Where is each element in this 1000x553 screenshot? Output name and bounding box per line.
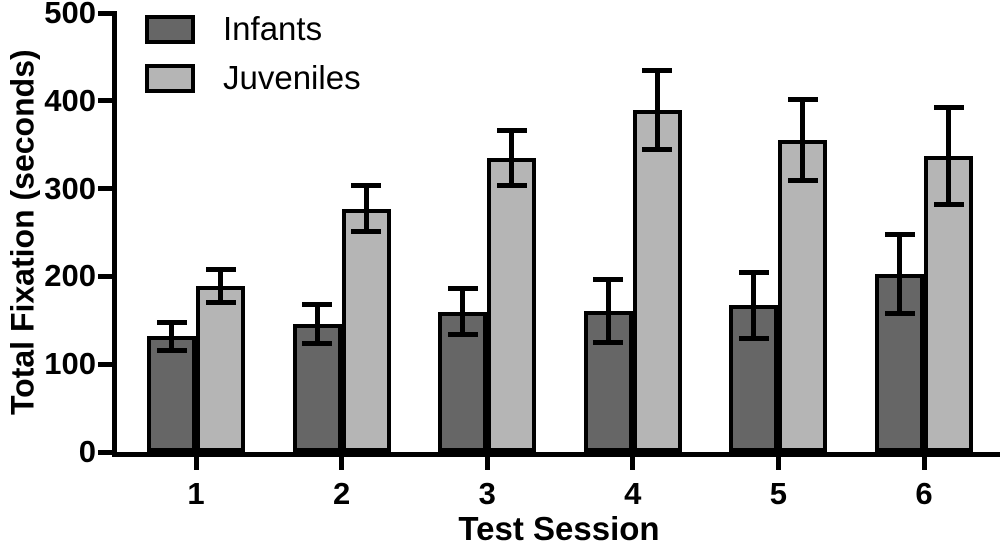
error-bar-cap-top [884,231,915,237]
y-axis-tick [98,98,112,104]
error-bar-cap-bottom [642,146,673,152]
y-tick-label: 500 [44,0,96,30]
y-tick-label: 300 [44,170,96,206]
error-bar-line [314,302,320,346]
error-bar-cap-top [642,67,673,73]
x-tick-label-session-1: 1 [187,476,205,511]
error-bar-cap-bottom [593,339,624,345]
error-bar-cap-bottom [787,178,818,184]
error-bar-cap-bottom [205,300,236,306]
bar-juveniles-session-1 [196,286,245,452]
x-axis-tick [484,457,490,470]
error-bar-cap-top [496,128,527,134]
y-axis-tick [98,449,112,455]
x-axis-tick [775,457,781,470]
error-bar-line [800,97,806,184]
error-bar-line [605,276,611,345]
error-bar [156,319,187,353]
error-bar-line [460,286,466,337]
legend-label: Juveniles [223,59,361,96]
x-axis-line [112,452,1000,457]
error-bar-cap-bottom [933,201,964,207]
bar-juveniles-session-4 [632,109,682,452]
y-tick-label: 200 [44,258,96,294]
error-bar-cap-top [933,105,964,111]
error-bar-cap-bottom [447,331,478,337]
error-bar-cap-top [302,302,333,308]
x-tick-label-session-2: 2 [332,476,351,511]
error-bar [933,105,964,207]
error-bar [351,183,382,235]
x-tick-label-session-4: 4 [624,476,642,511]
error-bar-line [751,269,757,342]
error-bar-cap-bottom [884,310,915,316]
x-tick-label-session-6: 6 [915,476,933,511]
bar-infants-session-1 [147,336,196,452]
error-bar-line [218,266,223,306]
legend-swatch-juveniles [145,63,195,93]
y-axis-tick [98,186,112,192]
y-tick-label: 400 [44,82,96,118]
error-bar-line [897,231,902,316]
bar-juveniles-session-5 [778,140,828,452]
bar-juveniles-session-3 [487,157,537,452]
error-bar-cap-bottom [496,182,527,188]
legend-item-infants: Infants [145,12,361,46]
bar-juveniles-session-2 [341,208,391,452]
error-bar-line [169,319,174,353]
y-axis-tick [98,10,112,16]
x-axis-tick [630,457,636,470]
y-axis-tick [98,361,112,367]
error-bar-cap-top [447,286,478,292]
error-bar-cap-bottom [738,336,769,342]
error-bar-cap-top [156,319,187,325]
legend-swatch-infants [145,14,195,44]
error-bar [496,128,527,188]
error-bar-line [946,105,951,207]
error-bar-line [509,128,515,188]
y-tick-label: 100 [44,346,96,382]
error-bar-cap-bottom [156,347,187,353]
error-bar-cap-top [787,97,818,103]
legend: Infants Juveniles [145,12,361,95]
error-bar-cap-top [351,183,382,189]
error-bar-line [654,67,660,152]
error-bar [884,231,915,316]
legend-item-juveniles: Juveniles [145,61,361,95]
plot-area: 1 2 3 4 5 6 [98,10,1000,511]
error-bar-cap-bottom [302,340,333,346]
y-axis-tick [98,273,112,279]
legend-label: Infants [223,10,323,47]
x-tick-label-session-5: 5 [769,476,788,511]
error-bar [447,286,478,337]
error-bar-cap-top [593,276,624,282]
error-bar [593,276,624,345]
error-bar [205,266,236,306]
y-axis-line [112,11,117,457]
error-bar-cap-top [738,269,769,275]
error-bar [642,67,673,152]
error-bar-line [363,183,369,235]
error-bar [302,302,333,346]
error-bar-cap-bottom [351,229,382,235]
error-bar-cap-top [205,266,236,272]
error-bar [738,269,769,342]
error-bar [787,97,818,184]
x-tick-label-session-3: 3 [478,476,496,511]
x-axis-tick [921,457,927,470]
y-tick-label: 0 [78,434,96,469]
y-axis-title: Total Fixation (seconds) [4,49,41,416]
x-axis-tick [193,457,199,470]
x-axis-tick [339,457,345,470]
x-axis-title: Test Session [458,510,660,547]
